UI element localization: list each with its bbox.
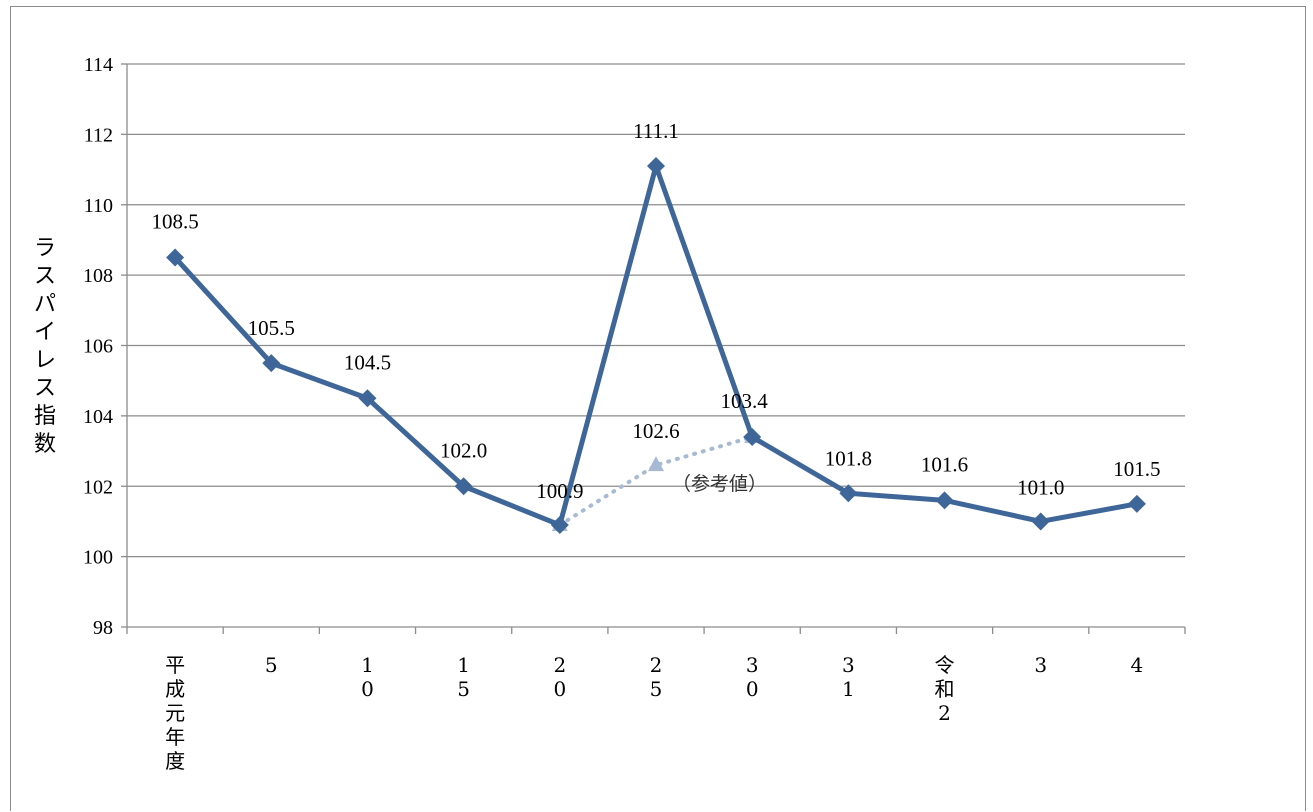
x-tick-label: 5 xyxy=(265,653,278,677)
y-tick-label: 112 xyxy=(84,124,113,146)
data-point-marker xyxy=(1127,494,1146,513)
data-label: 111.1 xyxy=(633,119,679,143)
data-point-marker xyxy=(1031,512,1050,531)
reference-point-marker xyxy=(648,456,664,472)
y-tick-label: 114 xyxy=(84,54,113,76)
axes xyxy=(121,63,1186,634)
data-label: 102.0 xyxy=(440,438,487,462)
data-point-marker xyxy=(743,427,762,446)
data-point-marker xyxy=(358,389,377,408)
data-point-marker xyxy=(262,354,281,373)
y-axis-label: ラスパイレス指数 xyxy=(34,236,56,457)
y-tick-label: 106 xyxy=(83,336,113,358)
x-tick-label: 令和 2 xyxy=(935,653,955,725)
x-tick-labels: 平成元年度 5 1 0 1 5 2 0 2 5 3 0 3 1 令和 2 3 4 xyxy=(165,653,1143,773)
data-labels: 102.6 （参考値） 108.5 105.5 104.5 102.0 100.9 111.1… xyxy=(151,119,1160,503)
reference-note: （参考値） xyxy=(672,473,767,495)
y-axis-title: ラスパイレス指数 xyxy=(34,236,56,457)
data-label: 101.6 xyxy=(921,452,968,476)
y-tick-label: 100 xyxy=(83,547,113,569)
data-point-marker xyxy=(647,157,665,176)
data-point-marker xyxy=(550,515,569,534)
y-tick-label: 102 xyxy=(83,476,113,498)
data-label: 101.0 xyxy=(1017,475,1064,499)
data-label: 103.4 xyxy=(721,389,769,413)
y-tick-label: 110 xyxy=(84,195,113,217)
chart-frame: 98 100 102 104 106 108 110 112 114 平成元年度 5 1 0 1 5 2 0 2… xyxy=(10,6,1306,811)
y-tick-label: 108 xyxy=(83,265,113,287)
data-point-marker xyxy=(935,491,954,510)
data-point-marker xyxy=(839,484,858,503)
data-label: 104.5 xyxy=(344,350,391,374)
y-tick-label: 104 xyxy=(83,406,113,428)
x-tick-label: 平成元年度 xyxy=(165,653,185,773)
data-label: 108.5 xyxy=(151,210,198,234)
data-label: 105.5 xyxy=(248,316,295,340)
x-tick-label: 3 xyxy=(1034,653,1047,677)
y-tick-labels: 98 100 102 104 106 108 110 112 114 xyxy=(83,54,113,639)
data-label: 101.5 xyxy=(1113,457,1160,481)
y-tick-label: 98 xyxy=(93,617,113,639)
data-point-marker xyxy=(454,477,473,496)
data-label: 101.8 xyxy=(825,446,872,470)
main-series xyxy=(166,157,1146,534)
data-point-marker xyxy=(166,248,185,267)
reference-data-label: 102.6 xyxy=(632,419,679,443)
line-chart: 98 100 102 104 106 108 110 112 114 平成元年度 5 1 0 1 5 2 0 2… xyxy=(34,54,1186,773)
x-tick-label: 4 xyxy=(1131,653,1144,677)
reference-series-line xyxy=(557,434,755,527)
data-label: 100.9 xyxy=(536,479,583,503)
gridlines xyxy=(127,63,1185,558)
